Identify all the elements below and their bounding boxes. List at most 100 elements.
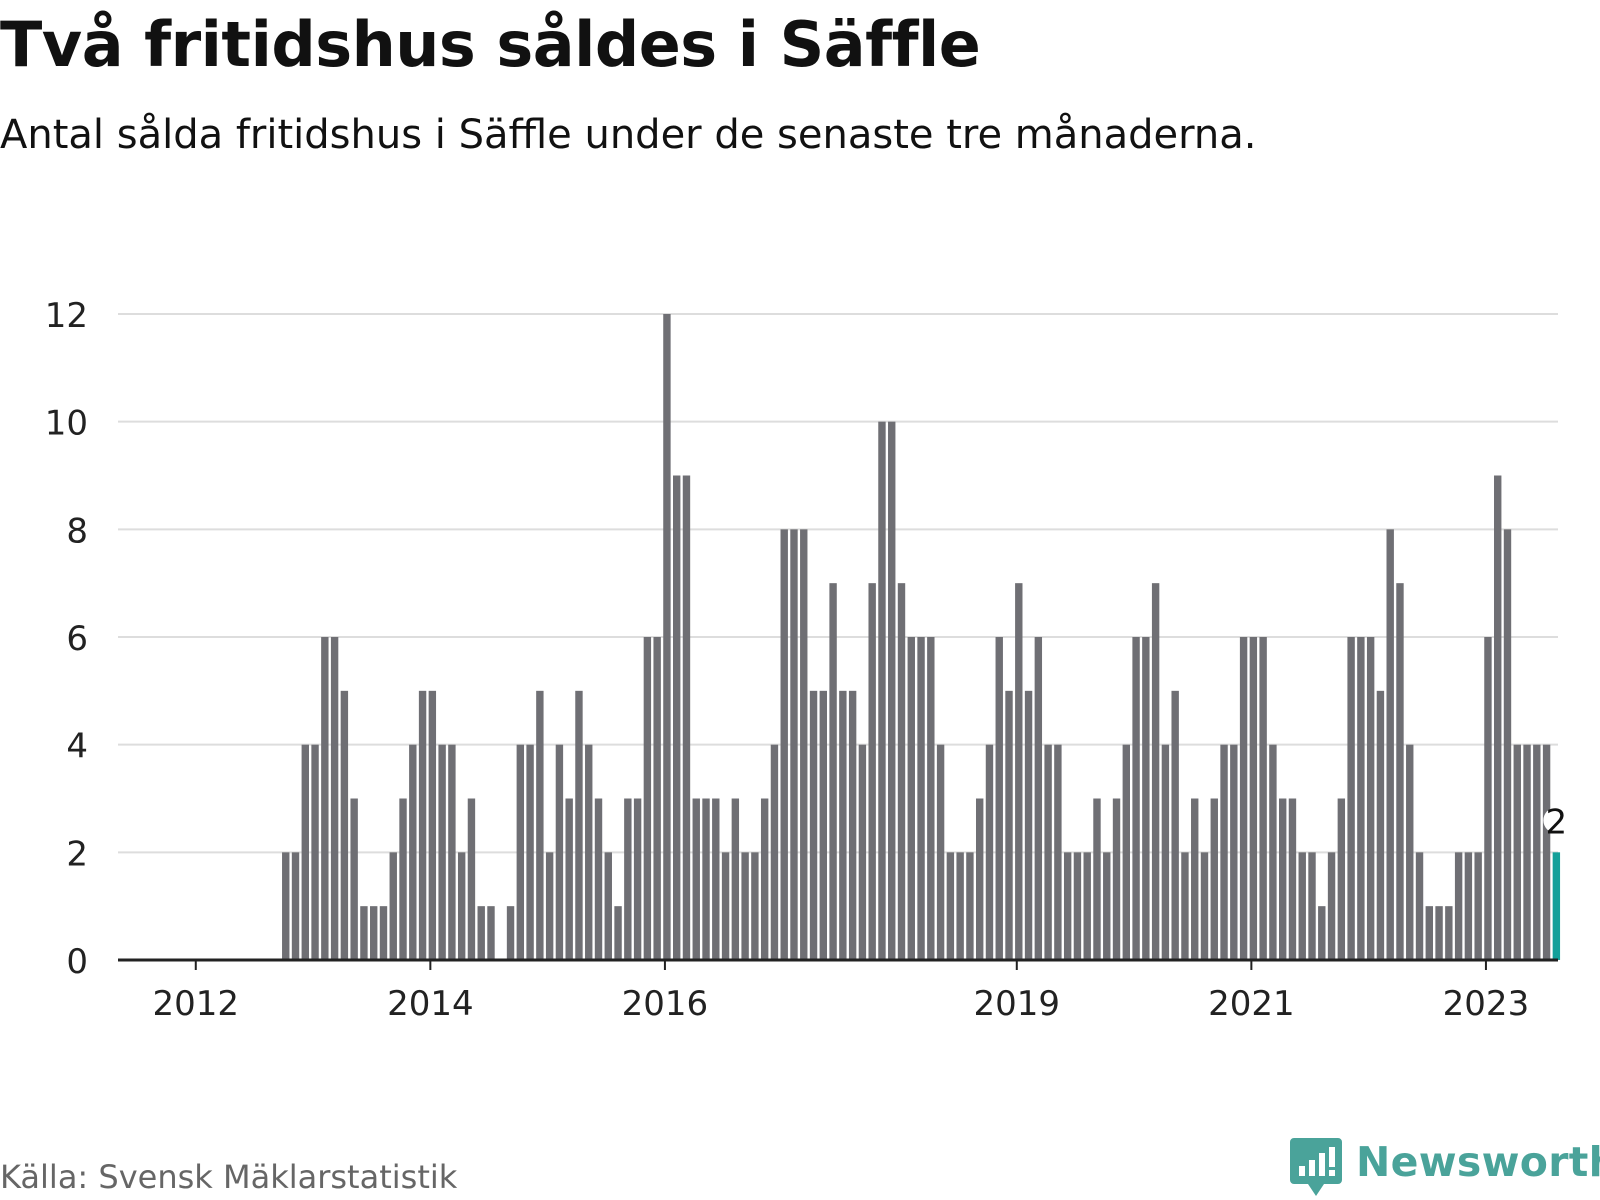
highlight-value-label: 2	[1546, 802, 1568, 842]
bar	[1015, 583, 1023, 960]
bar	[1503, 529, 1512, 960]
bar	[1073, 852, 1082, 960]
bar	[614, 906, 622, 960]
bar	[301, 744, 309, 960]
bar	[1151, 583, 1160, 960]
bar	[448, 744, 456, 960]
bar	[291, 852, 300, 960]
bar	[399, 798, 407, 960]
bar	[1406, 744, 1414, 960]
bar	[731, 798, 740, 960]
bar	[1171, 690, 1179, 960]
bar	[673, 475, 681, 960]
bar	[1103, 852, 1111, 960]
x-tick-label: 2014	[387, 984, 474, 1024]
bar	[311, 744, 319, 960]
bar	[1132, 637, 1140, 960]
bar	[594, 798, 603, 960]
bar	[379, 906, 388, 960]
bar	[1249, 637, 1258, 960]
bar	[1298, 852, 1306, 960]
bar	[516, 744, 525, 960]
chart-title: Två fritidshus såldes i Säffle	[0, 8, 981, 81]
bar	[418, 690, 427, 960]
bar	[1366, 637, 1375, 960]
bar	[467, 798, 476, 960]
bar	[936, 744, 945, 960]
bar	[839, 690, 847, 960]
bar	[1445, 906, 1453, 960]
bar	[1533, 744, 1541, 960]
bar	[868, 583, 876, 960]
bar	[790, 529, 798, 960]
bar	[1278, 798, 1287, 960]
bar	[585, 744, 593, 960]
bar	[1054, 744, 1062, 960]
bar	[1239, 637, 1248, 960]
bar	[702, 798, 710, 960]
bar	[946, 852, 955, 960]
bar	[956, 852, 964, 960]
bar	[1415, 852, 1424, 960]
bar	[604, 852, 612, 960]
bar	[760, 798, 769, 960]
bar	[1122, 744, 1131, 960]
bar	[1024, 690, 1033, 960]
newsworthy-logo-text: Newsworthy	[1356, 1138, 1600, 1186]
bar	[917, 637, 925, 960]
bar	[1288, 798, 1297, 960]
bar	[1474, 852, 1482, 960]
bar	[1220, 744, 1228, 960]
bar	[800, 529, 808, 960]
bar	[624, 798, 632, 960]
bar	[907, 637, 915, 960]
bar	[751, 852, 759, 960]
bar	[1044, 744, 1052, 960]
bar	[1435, 906, 1443, 960]
bar	[1327, 852, 1336, 960]
bar	[819, 690, 828, 960]
y-tick-label: 2	[66, 834, 88, 874]
bar	[457, 852, 466, 960]
newsworthy-logo: Newsworthy	[1290, 1138, 1600, 1200]
x-tick-label: 2016	[622, 984, 709, 1024]
bar	[1200, 852, 1209, 960]
bar	[1425, 906, 1433, 960]
bar	[1337, 798, 1346, 960]
bar	[438, 744, 446, 960]
bar	[1454, 852, 1463, 960]
bar	[1494, 475, 1502, 960]
bar	[809, 690, 818, 960]
y-tick-label: 12	[45, 296, 88, 336]
y-tick-label: 6	[66, 619, 88, 659]
bar	[995, 637, 1003, 960]
bar	[350, 798, 358, 960]
bar	[575, 690, 583, 960]
bar	[770, 744, 779, 960]
bar	[1259, 637, 1267, 960]
bar	[1063, 852, 1072, 960]
bar	[633, 798, 642, 960]
bar	[653, 637, 661, 960]
y-tick-label: 10	[45, 404, 88, 444]
bar	[1464, 852, 1473, 960]
x-tick-label: 2012	[153, 984, 240, 1024]
bar	[1347, 637, 1355, 960]
bar	[360, 906, 368, 960]
bar	[858, 744, 867, 960]
bar	[1034, 637, 1043, 960]
bar	[1376, 690, 1385, 960]
bar	[545, 852, 554, 960]
x-tick-label: 2019	[974, 984, 1061, 1024]
y-tick-label: 4	[66, 727, 88, 767]
bar	[477, 906, 485, 960]
y-tick-label: 0	[66, 942, 88, 982]
bar	[1484, 637, 1492, 960]
newsworthy-logo-icon	[1290, 1138, 1342, 1196]
bar-latest	[1552, 852, 1561, 960]
bar	[927, 637, 935, 960]
bar	[389, 852, 397, 960]
bar	[643, 637, 652, 960]
bar	[1396, 583, 1404, 960]
bar	[1161, 744, 1170, 960]
